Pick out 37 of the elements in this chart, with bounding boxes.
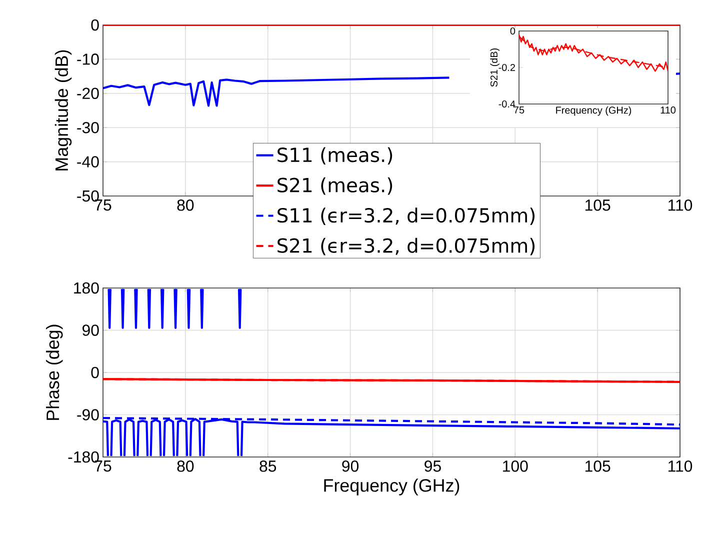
x-tick-label: 80	[177, 460, 194, 472]
x-tick-label: 90	[342, 460, 359, 472]
x-tick-label: 105	[585, 200, 610, 211]
y-tick-label: 90	[82, 324, 99, 336]
x-tick-label: 75	[94, 460, 112, 472]
x-tick-label: 80	[177, 200, 194, 211]
y-tick-label: -50	[77, 190, 99, 202]
x-tick-label: 75	[514, 106, 524, 114]
y-tick-label: 180	[74, 282, 99, 294]
y-tick-label: -30	[77, 122, 99, 134]
y-tick-label: 0	[510, 27, 516, 35]
y-tick-label: 0	[91, 366, 99, 378]
legend-label: S21 (meas.)	[278, 177, 392, 195]
x-tick-label: 100	[503, 460, 528, 472]
x-tick-label: 75	[94, 200, 112, 211]
x-tick-label: 105	[585, 460, 610, 472]
y-axis-title: S21 (dB)	[490, 48, 500, 87]
x-axis-title: Frequency (GHz)	[556, 106, 632, 116]
x-tick-label: 110	[668, 200, 692, 211]
y-tick-label: -40	[77, 156, 99, 168]
y-tick-label: -90	[77, 409, 99, 420]
y-tick-label: -180	[68, 451, 99, 463]
y-axis-title: Phase (deg)	[46, 324, 63, 420]
legend-label: S11 (meas.)	[278, 147, 392, 164]
y-tick-label: -10	[77, 54, 99, 65]
x-tick-label: 110	[668, 460, 692, 472]
y-axis-title: Magnitude (dB)	[54, 50, 72, 170]
y-tick-label: -0.4	[498, 100, 516, 108]
x-tick-label: 110	[660, 106, 676, 114]
y-tick-label: -20	[77, 88, 99, 100]
x-axis-title: Frequency (GHz)	[324, 478, 460, 496]
legend-label: S21 (ϵr=3.2, d=0.075mm)	[278, 238, 535, 256]
y-tick-label: 0	[91, 19, 99, 31]
x-tick-label: 95	[424, 460, 441, 472]
y-tick-label: -0.2	[498, 64, 515, 72]
legend-label: S11 (ϵr=3.2, d=0.075mm)	[278, 208, 535, 225]
x-tick-label: 85	[260, 460, 276, 472]
